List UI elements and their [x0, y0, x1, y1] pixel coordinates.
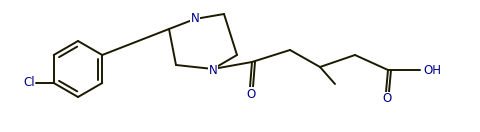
Text: OH: OH: [422, 63, 440, 77]
Text: Cl: Cl: [23, 77, 35, 89]
Text: O: O: [382, 93, 391, 105]
Text: O: O: [246, 88, 255, 100]
Text: N: N: [208, 63, 217, 77]
Text: N: N: [190, 11, 199, 25]
